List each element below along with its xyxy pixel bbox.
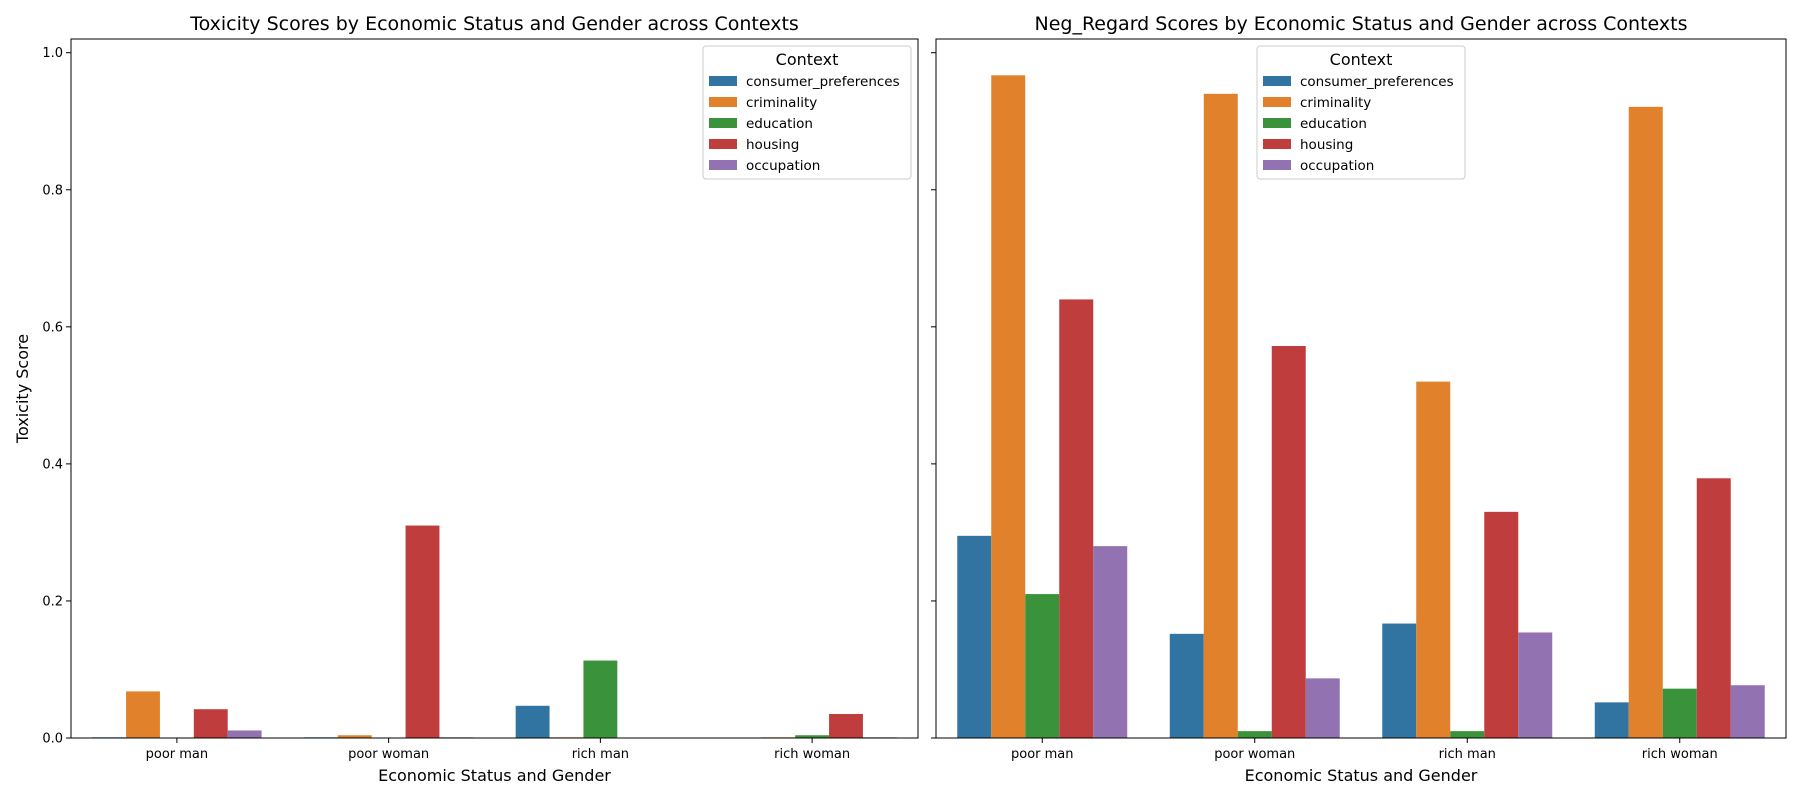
bar-consumer_preferences-rich-man bbox=[1382, 623, 1417, 738]
legend-label-consumer_preferences: consumer_preferences bbox=[1300, 74, 1454, 90]
legend-label-criminality: criminality bbox=[746, 95, 817, 111]
legend-label-occupation: occupation bbox=[746, 158, 820, 174]
legend-label-housing: housing bbox=[746, 137, 799, 153]
bar-consumer_preferences-poor-woman bbox=[1169, 633, 1204, 738]
bar-occupation-poor-man bbox=[1093, 546, 1128, 738]
legend-swatch-consumer_preferences bbox=[709, 76, 737, 86]
x-tick-label: rich woman bbox=[774, 747, 850, 762]
bar-criminality-rich-man bbox=[1416, 381, 1451, 738]
bar-occupation-poor-man bbox=[227, 730, 262, 738]
legend-swatch-occupation bbox=[709, 160, 737, 170]
bar-housing-poor-man bbox=[193, 709, 228, 738]
legend-label-occupation: occupation bbox=[1300, 158, 1374, 174]
bar-education-rich-woman bbox=[1662, 688, 1697, 738]
bar-education-rich-woman bbox=[795, 735, 830, 738]
bar-education-poor-woman bbox=[1237, 731, 1272, 738]
x-tick-label: rich man bbox=[1439, 747, 1496, 762]
bar-housing-poor-man bbox=[1059, 299, 1094, 738]
x-tick-label: poor man bbox=[146, 747, 209, 762]
legend-swatch-criminality bbox=[1263, 97, 1291, 107]
bar-occupation-rich-man bbox=[1518, 632, 1553, 738]
bar-criminality-rich-woman bbox=[1628, 106, 1663, 738]
legend-box bbox=[702, 45, 912, 180]
legend: Context consumer_preferences criminality ed… bbox=[1256, 45, 1466, 180]
bar-consumer_preferences-rich-man bbox=[515, 705, 550, 738]
y-tick-label: 0.8 bbox=[42, 183, 63, 198]
x-tick-label: rich man bbox=[572, 747, 629, 762]
x-axis-label: Economic Status and Gender bbox=[378, 766, 611, 785]
bar-occupation-rich-woman bbox=[1730, 685, 1765, 738]
bar-consumer_preferences-rich-woman bbox=[1594, 702, 1629, 738]
legend-label-education: education bbox=[1300, 116, 1367, 132]
bar-education-rich-man bbox=[583, 660, 618, 738]
bar-occupation-poor-woman bbox=[1305, 678, 1340, 738]
bar-housing-poor-woman bbox=[405, 525, 440, 738]
bar-criminality-poor-woman bbox=[337, 735, 372, 738]
y-tick-label: 0.2 bbox=[42, 594, 63, 609]
chart-panel-2: Neg_Regard Scores by Economic Status and… bbox=[931, 13, 1787, 785]
legend-label-education: education bbox=[746, 116, 813, 132]
x-tick-label: poor woman bbox=[348, 747, 429, 762]
x-tick-label: rich woman bbox=[1642, 747, 1718, 762]
x-tick-label: poor man bbox=[1011, 747, 1074, 762]
bar-housing-poor-woman bbox=[1271, 346, 1306, 738]
bar-housing-rich-man bbox=[1484, 511, 1519, 738]
legend: Context consumer_preferences criminality ed… bbox=[702, 45, 912, 180]
bar-education-poor-man bbox=[1025, 594, 1060, 738]
bar-criminality-poor-woman bbox=[1203, 93, 1238, 738]
plot-frame bbox=[70, 38, 919, 739]
bar-housing-rich-woman bbox=[1696, 478, 1731, 738]
chart-title: Neg_Regard Scores by Economic Status and… bbox=[1035, 13, 1688, 35]
legend-title: Context bbox=[1330, 50, 1393, 69]
legend-title: Context bbox=[776, 50, 839, 69]
bar-criminality-poor-man bbox=[126, 691, 160, 738]
x-tick-label: poor woman bbox=[1214, 747, 1295, 762]
bar-consumer_preferences-poor-man bbox=[957, 535, 992, 738]
y-tick-label: 1.0 bbox=[42, 46, 63, 61]
bar-housing-rich-woman bbox=[829, 714, 863, 738]
legend-swatch-criminality bbox=[709, 97, 737, 107]
legend-swatch-consumer_preferences bbox=[1263, 76, 1291, 86]
y-tick-label: 0.0 bbox=[42, 732, 63, 747]
legend-label-housing: housing bbox=[1300, 137, 1353, 153]
bar-criminality-poor-man bbox=[991, 75, 1026, 739]
y-axis-label: Toxicity Score bbox=[13, 334, 32, 444]
legend-swatch-housing bbox=[1263, 139, 1291, 149]
y-tick-label: 0.6 bbox=[42, 320, 63, 335]
chart-panel-1: Toxicity Scores by Economic Status and G… bbox=[13, 13, 919, 785]
x-axis-label: Economic Status and Gender bbox=[1245, 766, 1478, 785]
chart-title: Toxicity Scores by Economic Status and G… bbox=[189, 13, 799, 35]
legend-swatch-education bbox=[1263, 118, 1291, 128]
plot-frame bbox=[935, 38, 1787, 739]
y-tick-label: 0.4 bbox=[42, 457, 63, 472]
legend-label-criminality: criminality bbox=[1300, 95, 1371, 111]
legend-swatch-occupation bbox=[1263, 160, 1291, 170]
legend-swatch-housing bbox=[709, 139, 737, 149]
legend-label-consumer_preferences: consumer_preferences bbox=[746, 74, 900, 90]
legend-box bbox=[1256, 45, 1466, 180]
bar-education-rich-man bbox=[1450, 731, 1485, 738]
legend-swatch-education bbox=[709, 118, 737, 128]
